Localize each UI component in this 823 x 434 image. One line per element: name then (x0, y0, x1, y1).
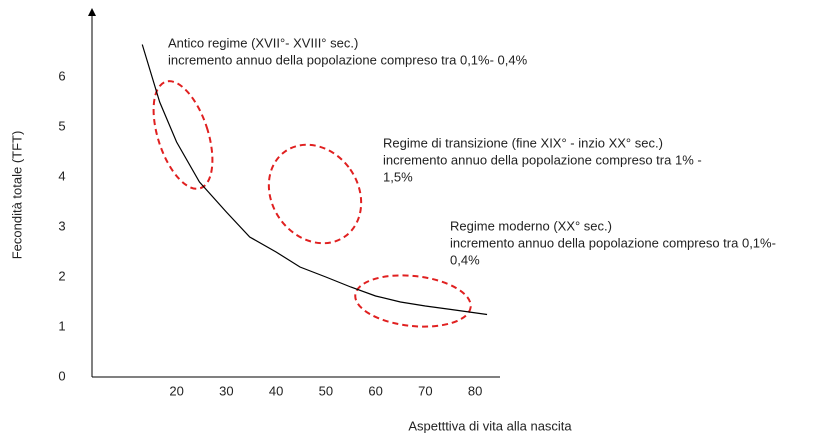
annotation: Regime moderno (XX° sec.) (450, 218, 612, 233)
x-axis-label: Aspetttiva di vita alla nascita (408, 418, 572, 433)
x-tick-label: 50 (319, 383, 333, 398)
annotation: Antico regime (XVII°- XVIII° sec.) (168, 35, 358, 50)
highlight-ellipse (267, 143, 363, 245)
y-axis-label: Fecondità totale (TFT) (9, 131, 24, 260)
y-tick-label: 4 (58, 168, 65, 183)
annotation: Regime di transizione (fine XIX° - inzio… (383, 135, 663, 150)
annotation: 0,4% (450, 252, 480, 267)
y-tick-label: 1 (58, 318, 65, 333)
x-tick-label: 70 (418, 383, 432, 398)
y-tick-label: 6 (58, 68, 65, 83)
x-tick-label: 20 (169, 383, 183, 398)
x-tick-label: 60 (368, 383, 382, 398)
x-tick-label: 40 (269, 383, 283, 398)
annotation: incremento annuo della popolazione compr… (450, 235, 776, 250)
line (141, 44, 488, 316)
x-tick-label: 80 (468, 383, 482, 398)
y-tick-label: 0 (58, 368, 65, 383)
annotation: incremento annuo della popolazione compr… (168, 52, 528, 67)
y-tick-label: 2 (58, 268, 65, 283)
y-tick-label: 3 (58, 218, 65, 233)
y-tick-label: 5 (58, 118, 65, 133)
highlight-ellipse (354, 274, 472, 328)
annotation: incremento annuo della popolazione compr… (383, 152, 702, 167)
x-tick-label: 30 (219, 383, 233, 398)
highlight-ellipse (152, 80, 214, 190)
annotation: 1,5% (383, 169, 413, 184)
